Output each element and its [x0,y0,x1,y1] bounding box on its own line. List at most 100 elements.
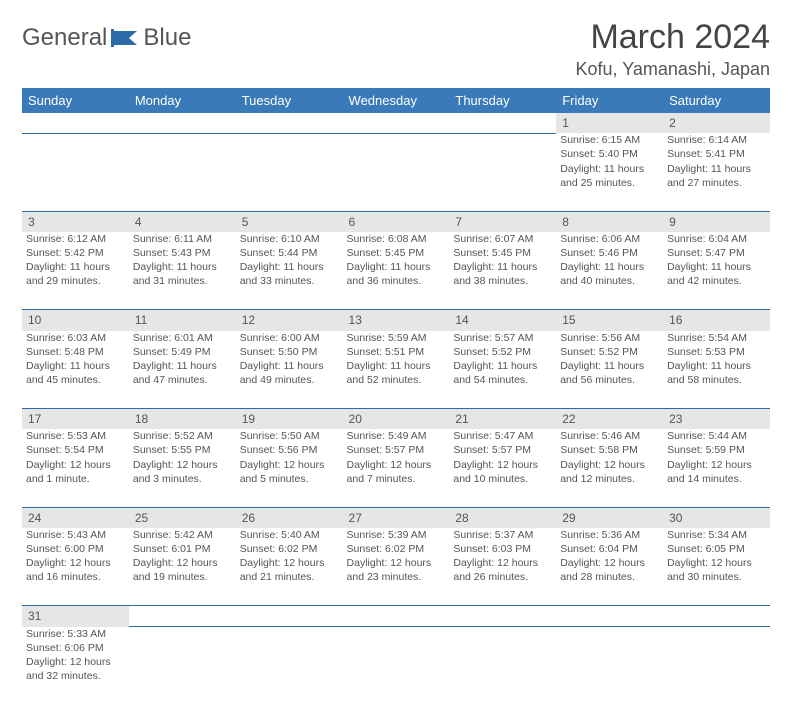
day-content-cell [343,627,450,705]
day-number-cell: 3 [22,211,129,232]
day-number-cell [236,113,343,133]
day-number-cell: 8 [556,211,663,232]
day-content-cell: Sunrise: 5:40 AMSunset: 6:02 PMDaylight:… [236,528,343,606]
day-number-cell: 7 [449,211,556,232]
day-number-cell: 9 [663,211,770,232]
calendar-table: SundayMondayTuesdayWednesdayThursdayFrid… [22,88,770,705]
weekday-header: Sunday [22,88,129,113]
day-content-row: Sunrise: 5:53 AMSunset: 5:54 PMDaylight:… [22,429,770,507]
day-content-cell: Sunrise: 6:12 AMSunset: 5:42 PMDaylight:… [22,232,129,310]
day-content-cell: Sunrise: 6:07 AMSunset: 5:45 PMDaylight:… [449,232,556,310]
day-number-cell: 19 [236,409,343,430]
day-content-cell [556,627,663,705]
day-content-cell: Sunrise: 5:42 AMSunset: 6:01 PMDaylight:… [129,528,236,606]
day-content-cell: Sunrise: 5:47 AMSunset: 5:57 PMDaylight:… [449,429,556,507]
day-number-cell [343,113,450,133]
logo-word1: General [22,24,107,52]
day-number-row: 24252627282930 [22,507,770,528]
day-content-row: Sunrise: 6:12 AMSunset: 5:42 PMDaylight:… [22,232,770,310]
title-block: March 2024 Kofu, Yamanashi, Japan [576,18,770,80]
day-content-cell [129,133,236,211]
day-number-cell: 25 [129,507,236,528]
day-number-row: 3456789 [22,211,770,232]
weekday-header: Monday [129,88,236,113]
day-content-cell: Sunrise: 5:44 AMSunset: 5:59 PMDaylight:… [663,429,770,507]
day-number-cell [556,606,663,627]
day-content-cell: Sunrise: 5:54 AMSunset: 5:53 PMDaylight:… [663,331,770,409]
day-content-cell: Sunrise: 5:49 AMSunset: 5:57 PMDaylight:… [343,429,450,507]
day-number-cell: 6 [343,211,450,232]
day-number-cell: 22 [556,409,663,430]
day-content-cell [449,627,556,705]
day-number-cell: 31 [22,606,129,627]
day-number-cell: 14 [449,310,556,331]
day-number-row: 31 [22,606,770,627]
day-content-cell: Sunrise: 5:57 AMSunset: 5:52 PMDaylight:… [449,331,556,409]
day-number-cell: 17 [22,409,129,430]
day-content-cell: Sunrise: 5:37 AMSunset: 6:03 PMDaylight:… [449,528,556,606]
location: Kofu, Yamanashi, Japan [576,59,770,80]
day-content-cell [22,133,129,211]
day-number-cell [22,113,129,133]
day-content-cell: Sunrise: 5:59 AMSunset: 5:51 PMDaylight:… [343,331,450,409]
weekday-header: Wednesday [343,88,450,113]
logo: General Blue [22,18,191,52]
weekday-header: Friday [556,88,663,113]
day-content-cell: Sunrise: 6:14 AMSunset: 5:41 PMDaylight:… [663,133,770,211]
day-number-cell [236,606,343,627]
day-number-cell: 28 [449,507,556,528]
day-number-cell: 15 [556,310,663,331]
day-number-cell [129,113,236,133]
day-number-cell: 13 [343,310,450,331]
day-number-cell [129,606,236,627]
day-content-cell: Sunrise: 5:39 AMSunset: 6:02 PMDaylight:… [343,528,450,606]
day-number-cell: 21 [449,409,556,430]
month-title: March 2024 [576,18,770,57]
day-content-cell: Sunrise: 5:34 AMSunset: 6:05 PMDaylight:… [663,528,770,606]
day-content-cell: Sunrise: 5:56 AMSunset: 5:52 PMDaylight:… [556,331,663,409]
day-number-cell: 1 [556,113,663,133]
day-number-cell: 26 [236,507,343,528]
day-content-cell: Sunrise: 6:01 AMSunset: 5:49 PMDaylight:… [129,331,236,409]
logo-word2: Blue [143,24,191,52]
day-number-cell: 2 [663,113,770,133]
day-content-cell: Sunrise: 6:08 AMSunset: 5:45 PMDaylight:… [343,232,450,310]
day-number-cell: 20 [343,409,450,430]
day-content-cell: Sunrise: 5:52 AMSunset: 5:55 PMDaylight:… [129,429,236,507]
weekday-header: Thursday [449,88,556,113]
weekday-header-row: SundayMondayTuesdayWednesdayThursdayFrid… [22,88,770,113]
day-content-cell: Sunrise: 5:53 AMSunset: 5:54 PMDaylight:… [22,429,129,507]
day-content-cell [663,627,770,705]
day-number-cell [449,113,556,133]
day-content-cell: Sunrise: 5:43 AMSunset: 6:00 PMDaylight:… [22,528,129,606]
day-content-cell: Sunrise: 6:03 AMSunset: 5:48 PMDaylight:… [22,331,129,409]
day-content-row: Sunrise: 5:33 AMSunset: 6:06 PMDaylight:… [22,627,770,705]
weekday-header: Tuesday [236,88,343,113]
day-content-row: Sunrise: 6:15 AMSunset: 5:40 PMDaylight:… [22,133,770,211]
day-content-cell [129,627,236,705]
day-number-row: 12 [22,113,770,133]
weekday-header: Saturday [663,88,770,113]
day-number-cell: 10 [22,310,129,331]
day-number-cell: 11 [129,310,236,331]
day-content-cell: Sunrise: 6:11 AMSunset: 5:43 PMDaylight:… [129,232,236,310]
day-content-cell: Sunrise: 6:06 AMSunset: 5:46 PMDaylight:… [556,232,663,310]
day-content-cell [449,133,556,211]
day-content-cell: Sunrise: 5:46 AMSunset: 5:58 PMDaylight:… [556,429,663,507]
day-number-cell [663,606,770,627]
header: General Blue March 2024 Kofu, Yamanashi,… [22,18,770,80]
day-number-cell: 29 [556,507,663,528]
day-number-cell [449,606,556,627]
day-number-row: 17181920212223 [22,409,770,430]
day-content-row: Sunrise: 6:03 AMSunset: 5:48 PMDaylight:… [22,331,770,409]
day-content-cell: Sunrise: 6:00 AMSunset: 5:50 PMDaylight:… [236,331,343,409]
day-number-cell: 27 [343,507,450,528]
day-content-cell [236,627,343,705]
day-number-cell: 18 [129,409,236,430]
day-content-cell [343,133,450,211]
day-number-cell: 12 [236,310,343,331]
day-content-cell: Sunrise: 6:15 AMSunset: 5:40 PMDaylight:… [556,133,663,211]
day-number-cell: 4 [129,211,236,232]
day-content-cell [236,133,343,211]
day-number-cell: 5 [236,211,343,232]
